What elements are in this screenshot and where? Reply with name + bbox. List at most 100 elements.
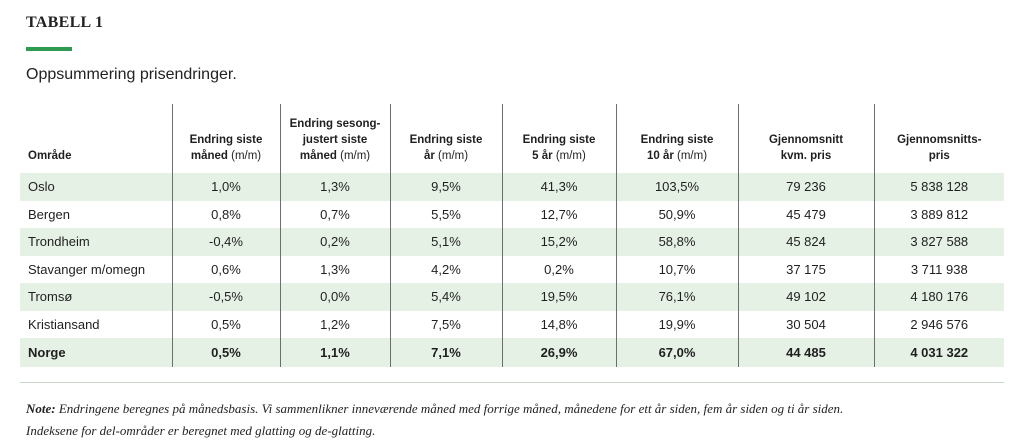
table-cell: 0,6% (171, 255, 280, 283)
column-header-line3: måned (299, 150, 337, 162)
table-cell: 12,7% (501, 200, 616, 228)
column-header: Område (20, 104, 172, 173)
column-header-line3: kvm. pris (780, 150, 832, 162)
column-header: Gjennomsnitts-pris (873, 104, 1004, 173)
column-header: Endring siste måned (m/m) (171, 104, 280, 173)
column-header-line1: Endring sesong- (289, 118, 381, 130)
table-cell: 50,9% (615, 200, 738, 228)
table-cell: 30 504 (737, 310, 874, 338)
column-header-line2: Endring siste (522, 134, 596, 146)
column-header: Endring siste år (m/m) (389, 104, 502, 173)
table-cell: 5,4% (389, 283, 502, 311)
column-header-unit: (m/m) (555, 150, 586, 162)
column-header: Endring siste 10 år (m/m) (615, 104, 738, 173)
table-cell: 0,5% (171, 338, 280, 367)
table-cell: 1,3% (279, 255, 390, 283)
row-area-name: Norge (20, 338, 172, 367)
table-cell: -0,4% (171, 228, 280, 256)
row-area-name: Tromsø (20, 283, 172, 311)
table-cell: 2 946 576 (873, 310, 1004, 338)
column-header-line3: måned (190, 150, 228, 162)
column-header-line2: Endring siste (189, 134, 263, 146)
table-subtitle: Oppsummering prisendringer. (26, 66, 237, 83)
price-change-table: Område Endring siste måned (m/m) Endring se… (20, 104, 1004, 367)
column-header: Endring sesong-justert siste måned (m/m) (279, 104, 390, 173)
row-area-name: Bergen (20, 200, 172, 228)
table-cell: 79 236 (737, 173, 874, 201)
table-heading: TABELL 1 (26, 14, 104, 31)
table-cell: 7,5% (389, 310, 502, 338)
column-header-line2: Endring siste (640, 134, 714, 146)
table-cell: 4 031 322 (873, 338, 1004, 367)
table-cell: 1,0% (171, 173, 280, 201)
table-cell: 45 479 (737, 200, 874, 228)
table-cell: -0,5% (171, 283, 280, 311)
table-cell: 45 824 (737, 228, 874, 256)
table-cell: 76,1% (615, 283, 738, 311)
column-header-line3: 5 år (532, 150, 553, 162)
table-cell: 0,5% (171, 310, 280, 338)
table-cell: 4 180 176 (873, 283, 1004, 311)
column-header-line3: pris (928, 150, 950, 162)
note-divider (20, 382, 1004, 383)
table-cell: 103,5% (615, 173, 738, 201)
column-header-line2: Gjennomsnitt (768, 134, 844, 146)
table-cell: 14,8% (501, 310, 616, 338)
table-header-row: Område Endring siste måned (m/m) Endring se… (20, 104, 1004, 173)
table-row: Bergen 0,8% 0,7% 5,5% 12,7% 50,9% 45 479 3 889 … (20, 200, 1004, 228)
column-header-line3: Område (28, 150, 72, 162)
column-header-unit: (m/m) (677, 150, 708, 162)
table-cell: 5,1% (389, 228, 502, 256)
table-row: Trondheim -0,4% 0,2% 5,1% 15,2% 58,8% 45 824 3 … (20, 228, 1004, 256)
note-label: Note: (26, 401, 56, 416)
table-cell: 58,8% (615, 228, 738, 256)
table-row: Oslo 1,0% 1,3% 9,5% 41,3% 103,5% 79 236 5 838 1… (20, 173, 1004, 201)
table-cell: 0,0% (279, 283, 390, 311)
table-row: Kristiansand 0,5% 1,2% 7,5% 14,8% 19,9% 30 504… (20, 310, 1004, 338)
table-cell: 19,5% (501, 283, 616, 311)
table-cell: 26,9% (501, 338, 616, 367)
table-cell: 3 889 812 (873, 200, 1004, 228)
column-header: Endring siste 5 år (m/m) (501, 104, 616, 173)
table-body: Oslo 1,0% 1,3% 9,5% 41,3% 103,5% 79 236 5 838 1… (20, 173, 1004, 367)
table-cell: 0,2% (501, 255, 616, 283)
table-cell: 9,5% (389, 173, 502, 201)
column-header-line2: Gjennomsnitts- (897, 134, 982, 146)
column-header-unit: (m/m) (340, 150, 371, 162)
table-cell: 67,0% (615, 338, 738, 367)
note-text-line-2: Indeksene for del-områder er beregnet me… (26, 423, 376, 438)
column-header-unit: (m/m) (231, 150, 262, 162)
table-cell: 41,3% (501, 173, 616, 201)
table-cell: 5,5% (389, 200, 502, 228)
table-cell: 7,1% (389, 338, 502, 367)
table-cell: 3 827 588 (873, 228, 1004, 256)
column-header-line2: justert siste (302, 134, 368, 146)
table-cell: 1,1% (279, 338, 390, 367)
table-row: Tromsø -0,5% 0,0% 5,4% 19,5% 76,1% 49 102 4 180… (20, 283, 1004, 311)
row-area-name: Trondheim (20, 228, 172, 256)
column-header-unit: (m/m) (438, 150, 469, 162)
table-cell: 4,2% (389, 255, 502, 283)
table-cell: 19,9% (615, 310, 738, 338)
table-cell: 1,2% (279, 310, 390, 338)
table-cell: 49 102 (737, 283, 874, 311)
row-area-name: Kristiansand (20, 310, 172, 338)
row-area-name: Stavanger m/omegn (20, 255, 172, 283)
table-cell: 5 838 128 (873, 173, 1004, 201)
column-header: Gjennomsnitt kvm. pris (737, 104, 874, 173)
table-cell: 3 711 938 (873, 255, 1004, 283)
table-cell: 1,3% (279, 173, 390, 201)
table-total-row: Norge 0,5% 1,1% 7,1% 26,9% 67,0% 44 485 4 031 3… (20, 338, 1004, 367)
table-cell: 37 175 (737, 255, 874, 283)
table-cell: 0,8% (171, 200, 280, 228)
note-text-line-1: Endringene beregnes på månedsbasis. Vi s… (58, 401, 844, 416)
column-header-line2: Endring siste (409, 134, 483, 146)
table-cell: 0,2% (279, 228, 390, 256)
row-area-name: Oslo (20, 173, 172, 201)
table-row: Stavanger m/omegn 0,6% 1,3% 4,2% 0,2% 10,7% 37… (20, 255, 1004, 283)
column-header-line3: 10 år (646, 150, 674, 162)
table-cell: 0,7% (279, 200, 390, 228)
table-cell: 15,2% (501, 228, 616, 256)
table-note: Note: Endringene beregnes på månedsbasis… (26, 398, 1006, 442)
heading-accent-rule (26, 47, 72, 51)
